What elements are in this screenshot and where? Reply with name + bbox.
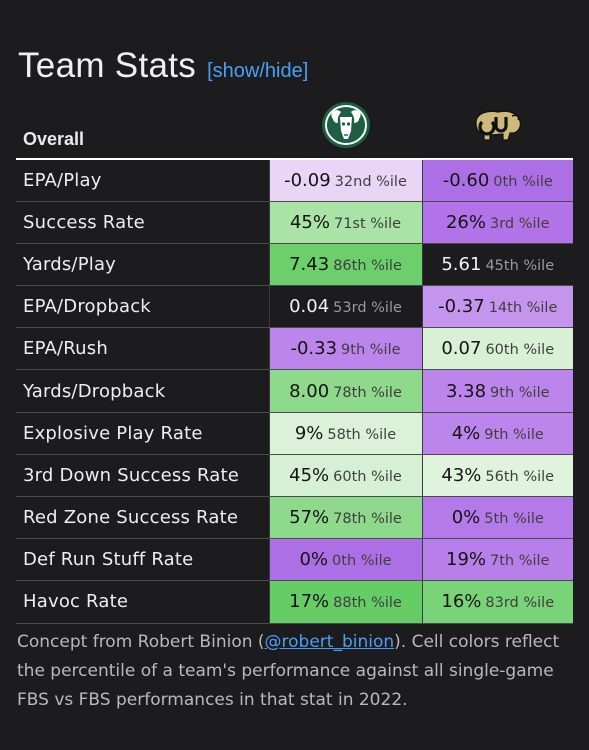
stat-label: Yards/Dropback — [16, 369, 269, 413]
cu-stat-cell: 26% 3rd %ile — [421, 201, 573, 244]
percentile-label: 56th %ile — [485, 468, 555, 485]
stat-label: Def Run Stuff Rate — [16, 538, 269, 582]
cu-stat-cell: 43% 56th %ile — [421, 454, 573, 498]
table-row: Yards/Dropback 8.00 78th %ile 3.38 9th %ile — [16, 369, 573, 413]
stat-label: Explosive Play Rate — [16, 412, 269, 455]
percentile-label: 5th %ile — [484, 511, 544, 528]
percentile-label: 53rd %ile — [333, 300, 402, 317]
table-row: EPA/Dropback 0.04 53rd %ile -0.37 14th %ile — [16, 285, 573, 329]
percentile-label: 32nd %ile — [334, 173, 407, 190]
stat-value: 0.07 — [441, 338, 482, 360]
percentile-label: 45th %ile — [485, 257, 555, 274]
robert-binion-link[interactable]: @robert_binion — [264, 632, 395, 652]
percentile-label: 9th %ile — [484, 426, 544, 443]
stat-label: Success Rate — [16, 201, 269, 244]
stat-value: -0.09 — [284, 169, 331, 191]
stat-value: -0.37 — [438, 296, 485, 318]
csu-stat-cell: 57% 78th %ile — [268, 496, 422, 540]
cu-stat-cell: 5.61 45th %ile — [421, 243, 573, 287]
percentile-label: 88th %ile — [333, 595, 402, 612]
table-row: Red Zone Success Rate 57% 78th %ile 0% 5th %… — [16, 496, 573, 540]
percentile-label: 9th %ile — [341, 342, 401, 359]
percentile-label: 71st %ile — [333, 215, 402, 232]
stat-value: 45% — [289, 464, 330, 486]
table-row: Explosive Play Rate 9% 58th %ile 4% 9th %ile — [16, 412, 573, 455]
cu-stat-cell: 4% 9th %ile — [421, 412, 573, 455]
percentile-label: 7th %ile — [490, 553, 550, 570]
footer-note: Concept from Robert Binion (@robert_bini… — [17, 632, 560, 710]
percentile-label: 78th %ile — [333, 511, 402, 528]
percentile-label: 14th %ile — [488, 300, 558, 317]
section-header: Overall — [23, 129, 85, 149]
percentile-label: 3rd %ile — [490, 215, 550, 232]
stat-label: EPA/Rush — [16, 327, 269, 371]
stat-value: 57% — [289, 507, 330, 529]
percentile-label: 86th %ile — [333, 257, 402, 274]
csu-stat-cell: 8.00 78th %ile — [268, 369, 422, 413]
csu-stat-cell: 45% 60th %ile — [268, 454, 422, 498]
stat-label: Havoc Rate — [16, 580, 269, 624]
csu-stat-cell: 17% 88th %ile — [268, 580, 422, 624]
stat-value: 0% — [299, 549, 329, 571]
show-hide-toggle[interactable]: [show/hide] — [207, 60, 309, 82]
stat-value: 3.38 — [445, 380, 487, 402]
table-row: Havoc Rate 17% 88th %ile 16% 83rd %ile — [16, 580, 573, 624]
cu-stat-cell: 16% 83rd %ile — [421, 580, 573, 624]
table-row: Yards/Play 7.43 86th %ile 5.61 45th %ile — [16, 243, 573, 287]
table-row: Success Rate 45% 71st %ile 26% 3rd %ile — [16, 201, 573, 244]
stat-value: 0% — [451, 507, 481, 529]
csu-stat-cell: 0% 0th %ile — [268, 538, 422, 582]
cu-stat-cell: 0% 5th %ile — [421, 496, 573, 540]
cu-stat-cell: -0.60 0th %ile — [421, 157, 573, 202]
stat-label: Red Zone Success Rate — [16, 496, 269, 540]
percentile-label: 0th %ile — [332, 553, 392, 570]
cu-stat-cell: -0.37 14th %ile — [421, 285, 573, 329]
stat-label: Yards/Play — [16, 243, 269, 287]
cu-buffalo-logo — [474, 110, 521, 141]
cu-stat-cell: 0.07 60th %ile — [421, 327, 573, 371]
cu-stat-cell: 3.38 9th %ile — [421, 369, 573, 413]
csu-stat-cell: 0.04 53rd %ile — [268, 285, 422, 329]
stat-value: 9% — [294, 422, 324, 444]
stat-value: 17% — [289, 591, 330, 613]
stat-label: EPA/Dropback — [16, 285, 269, 329]
stat-value: 7.43 — [289, 253, 330, 275]
csu-ram-logo — [321, 102, 370, 148]
percentile-label: 60th %ile — [333, 468, 402, 485]
stat-value: 16% — [441, 591, 482, 613]
csu-stat-cell: 7.43 86th %ile — [268, 243, 422, 287]
stat-value: 19% — [446, 549, 487, 571]
cu-stat-cell: 19% 7th %ile — [421, 538, 573, 582]
stat-value: 43% — [441, 464, 482, 486]
csu-stat-cell: 45% 71st %ile — [268, 201, 422, 244]
stat-value: 0.04 — [289, 296, 330, 318]
percentile-label: 60th %ile — [485, 342, 555, 359]
table-header-row: Overall — [16, 92, 573, 159]
page-title: Team Stats — [18, 46, 197, 85]
table-row: 3rd Down Success Rate 45% 60th %ile 43% 56th… — [16, 454, 573, 498]
csu-stat-cell: -0.33 9th %ile — [268, 327, 422, 371]
stat-value: 5.61 — [441, 253, 482, 275]
stat-label: 3rd Down Success Rate — [16, 454, 269, 498]
table-row: EPA/Rush -0.33 9th %ile 0.07 60th %ile — [16, 327, 573, 371]
percentile-label: 58th %ile — [327, 426, 397, 443]
csu-stat-cell: -0.09 32nd %ile — [268, 157, 422, 202]
percentile-label: 83rd %ile — [485, 595, 555, 612]
stat-value: 4% — [451, 422, 481, 444]
stat-value: -0.60 — [442, 169, 490, 191]
stat-value: 45% — [289, 211, 330, 233]
stat-label: EPA/Play — [16, 157, 269, 202]
percentile-label: 0th %ile — [493, 173, 553, 190]
csu-stat-cell: 9% 58th %ile — [268, 412, 422, 455]
table-row: EPA/Play -0.09 32nd %ile -0.60 0th %ile — [16, 157, 573, 202]
team-stats-table: Overall — [16, 92, 573, 624]
stat-value: -0.33 — [290, 338, 338, 360]
table-row: Def Run Stuff Rate 0% 0th %ile 19% 7th %ile — [16, 538, 573, 582]
stat-value: 26% — [445, 211, 486, 233]
percentile-label: 9th %ile — [490, 384, 550, 401]
percentile-label: 78th %ile — [333, 384, 402, 401]
header: Team Stats [show/hide] — [18, 46, 308, 86]
stat-value: 8.00 — [289, 380, 330, 402]
